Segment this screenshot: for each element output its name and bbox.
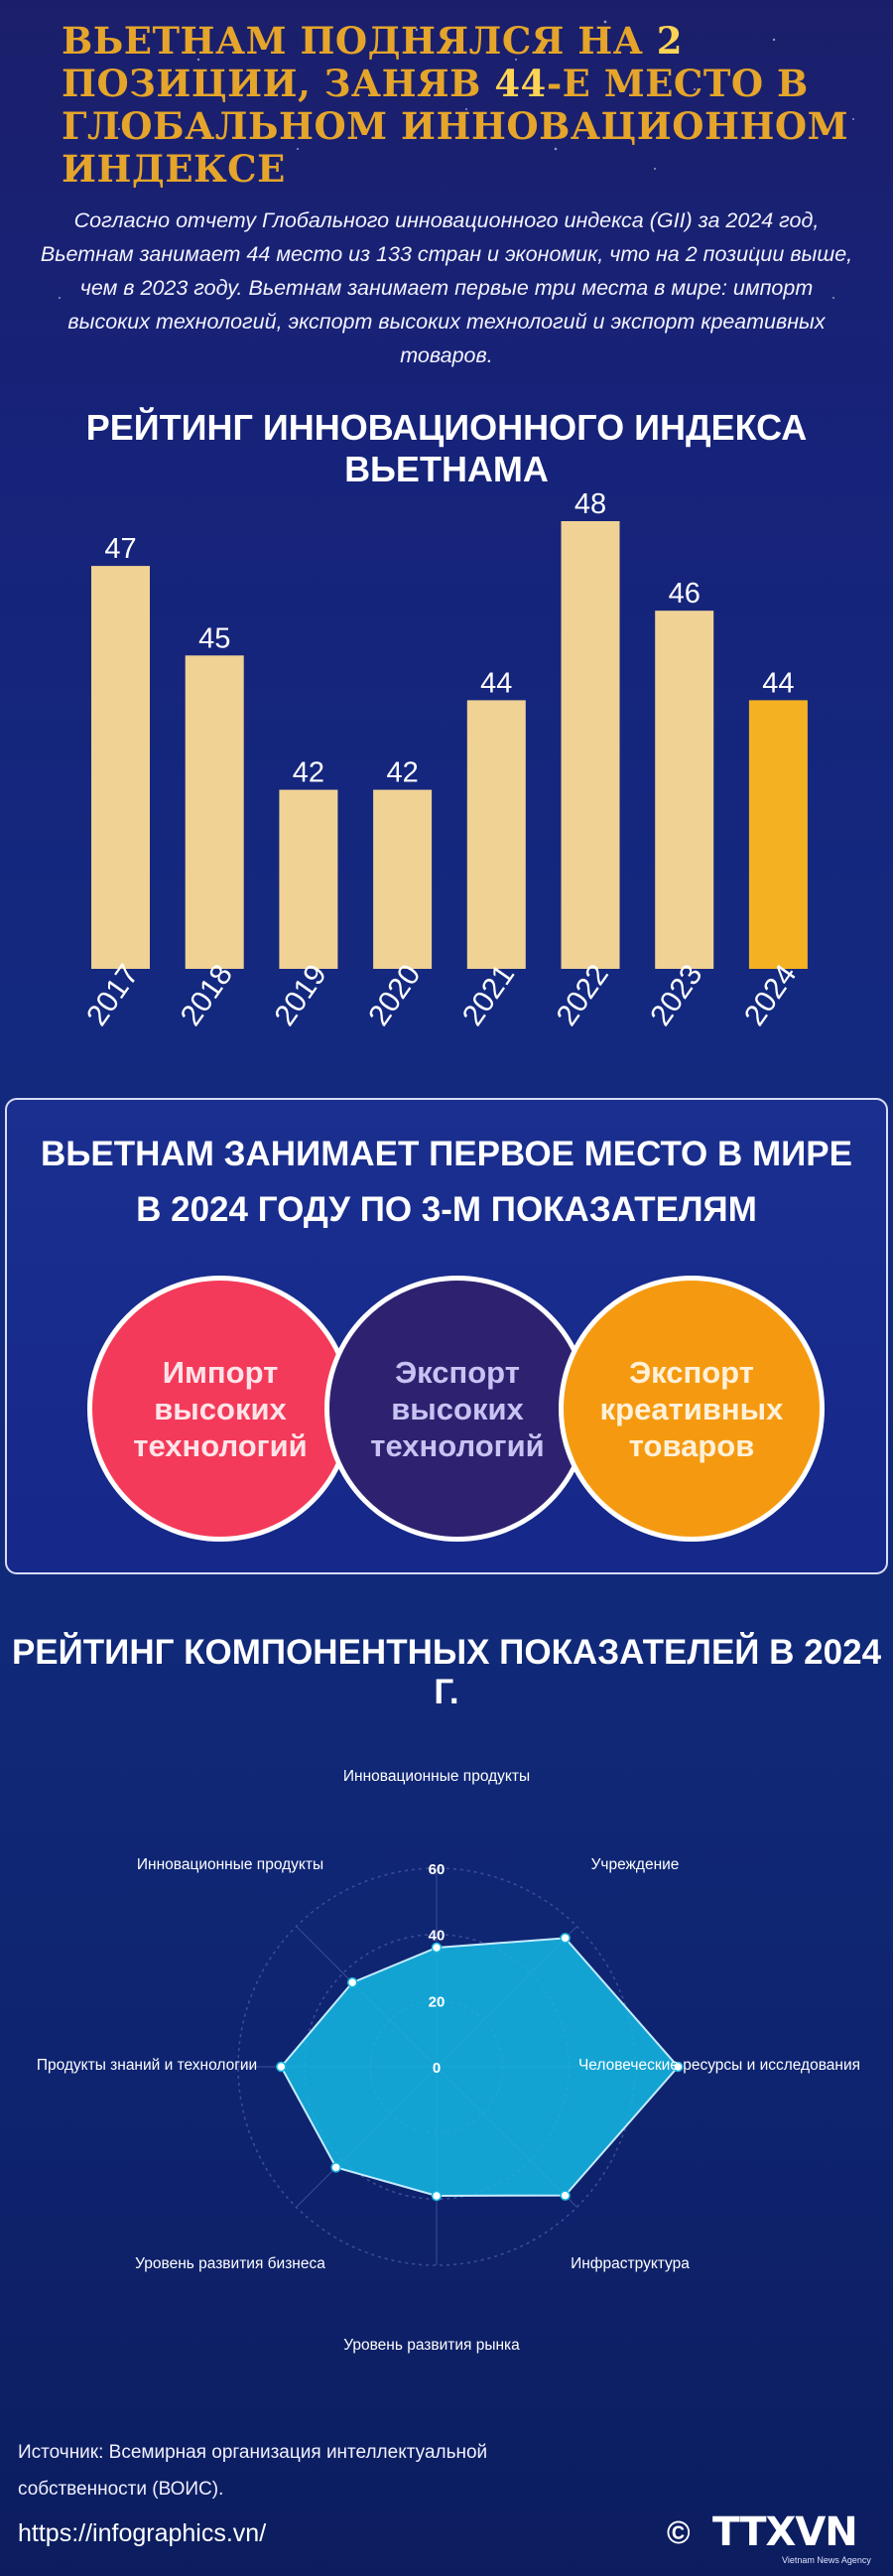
bar-2019 bbox=[279, 789, 338, 969]
indicator-label: Экспорт высоких технологий bbox=[370, 1354, 545, 1463]
year-tick-label: 2018 bbox=[175, 959, 239, 1032]
ranking-bar-chart: 47 2017 45 2018 42 2019 42 2020 44 2021 48 2022 46 20… bbox=[80, 488, 808, 1032]
components-section-title: Рейтинг компонентных показателей в 2024 … bbox=[11, 1633, 882, 1711]
title-number-44: 44 bbox=[494, 62, 547, 105]
bar-value-label: 44 bbox=[762, 667, 794, 699]
year-tick-label: 2023 bbox=[644, 959, 708, 1032]
bar-2017 bbox=[91, 566, 150, 969]
radar-axis-label: Инновационные продукты bbox=[137, 1856, 323, 1873]
components-radar-chart: 0 20 40 60 Инновационные продукты Учреждение Ч… bbox=[37, 1768, 860, 2354]
radar-point bbox=[431, 2190, 443, 2202]
radar-axis-label: Человеческие ресурсы и исследования bbox=[578, 2057, 860, 2074]
radar-axis-label: Продукты знаний и технологии bbox=[37, 2057, 257, 2074]
year-tick-label: 2022 bbox=[551, 959, 615, 1032]
bar-value-label: 44 bbox=[480, 667, 512, 699]
radar-point bbox=[560, 1933, 571, 1944]
ttxvn-logo: TTXVN bbox=[712, 2509, 858, 2555]
indicator-label: Импорт высоких технологий bbox=[133, 1354, 308, 1463]
radar-axis-label: Учреждение bbox=[591, 1856, 680, 1873]
page-title: Вьетнам поднялся на 2 позиции, заняв 44-… bbox=[62, 19, 849, 191]
indicator-circle-hightech-import: Импорт высоких технологий bbox=[87, 1276, 353, 1542]
indicator-label: Экспорт креативных товаров bbox=[599, 1354, 784, 1463]
radar-tick-label: 40 bbox=[429, 1928, 446, 1945]
bar-value-label: 45 bbox=[198, 622, 230, 654]
bar-2024 bbox=[748, 700, 808, 969]
radar-tick-label: 60 bbox=[429, 1861, 446, 1878]
radar-axis-label: Инновационные продукты bbox=[343, 1768, 530, 1785]
year-tick-label: 2024 bbox=[738, 959, 803, 1032]
year-tick-label: 2021 bbox=[456, 959, 521, 1032]
radar-tick-label: 0 bbox=[433, 2060, 441, 2077]
radar-point bbox=[330, 2162, 341, 2173]
bar-value-label: 46 bbox=[669, 578, 701, 610]
source-note: Источник: Всемирная организация интеллек… bbox=[18, 2442, 488, 2500]
bar-value-label: 42 bbox=[293, 757, 324, 789]
bar-value-label: 42 bbox=[386, 757, 418, 789]
radar-point bbox=[346, 1976, 358, 1988]
year-tick-label: 2020 bbox=[362, 959, 427, 1032]
top3-panel-title: Вьетнам занимает первое место в мире в 2… bbox=[40, 1135, 852, 1229]
radar-point bbox=[560, 2190, 571, 2201]
bar-2018 bbox=[185, 655, 244, 969]
bar-value-label: 47 bbox=[104, 533, 136, 565]
radar-point bbox=[431, 1942, 443, 1954]
year-tick-label: 2019 bbox=[268, 959, 332, 1032]
logo-subtitle: Vietnam News Agency bbox=[782, 2555, 871, 2565]
bar-2020 bbox=[373, 789, 433, 969]
radar-axis-label: Уровень развития бизнеса bbox=[135, 2255, 325, 2272]
bar-value-label: 48 bbox=[574, 488, 606, 520]
intro-text: Согласно отчету Глобального инновационно… bbox=[40, 208, 853, 367]
bar-2021 bbox=[466, 700, 526, 969]
radar-point bbox=[673, 2061, 684, 2073]
radar-axis-label: Уровень развития рынка bbox=[343, 2337, 520, 2354]
radar-tick-label: 20 bbox=[429, 1993, 446, 2010]
bar-2023 bbox=[655, 610, 714, 969]
website-link[interactable]: https://infographics.vn/ bbox=[18, 2519, 267, 2547]
indicator-circle-hightech-export: Экспорт высоких технологий bbox=[324, 1276, 590, 1542]
year-tick-label: 2017 bbox=[80, 959, 145, 1032]
copyright-icon: © bbox=[667, 2514, 691, 2550]
radar-axis-label: Инфраструктура bbox=[571, 2255, 690, 2272]
ranking-section-title: Рейтинг инновационного индекса Вьетнама bbox=[85, 407, 808, 489]
bar-2022 bbox=[561, 521, 620, 969]
radar-point bbox=[276, 2061, 287, 2073]
title-number-2: 2 bbox=[656, 19, 684, 63]
indicator-circle-creative-export: Экспорт креативных товаров bbox=[559, 1276, 825, 1542]
